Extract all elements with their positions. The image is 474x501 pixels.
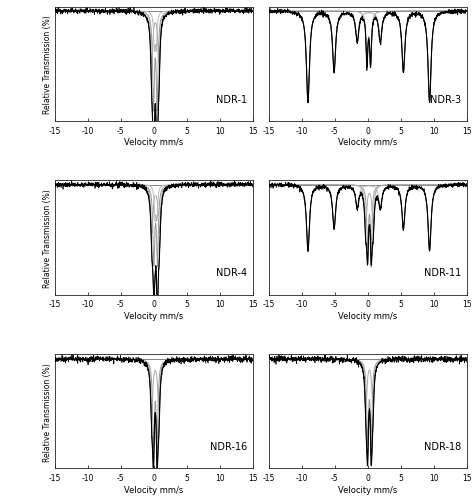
X-axis label: Velocity mm/s: Velocity mm/s xyxy=(338,138,397,147)
Y-axis label: Relative Transmission (%): Relative Transmission (%) xyxy=(43,16,52,114)
Text: NDR-3: NDR-3 xyxy=(430,95,461,105)
Text: NDR-16: NDR-16 xyxy=(210,441,247,451)
X-axis label: Velocity mm/s: Velocity mm/s xyxy=(338,312,397,321)
X-axis label: Velocity mm/s: Velocity mm/s xyxy=(338,485,397,494)
Text: NDR-1: NDR-1 xyxy=(216,95,247,105)
Y-axis label: Relative Transmission (%): Relative Transmission (%) xyxy=(43,189,52,287)
Text: NDR-18: NDR-18 xyxy=(424,441,461,451)
X-axis label: Velocity mm/s: Velocity mm/s xyxy=(124,485,183,494)
X-axis label: Velocity mm/s: Velocity mm/s xyxy=(124,312,183,321)
Y-axis label: Relative Transmission (%): Relative Transmission (%) xyxy=(43,362,52,460)
Text: NDR-11: NDR-11 xyxy=(424,268,461,278)
X-axis label: Velocity mm/s: Velocity mm/s xyxy=(124,138,183,147)
Text: NDR-4: NDR-4 xyxy=(216,268,247,278)
